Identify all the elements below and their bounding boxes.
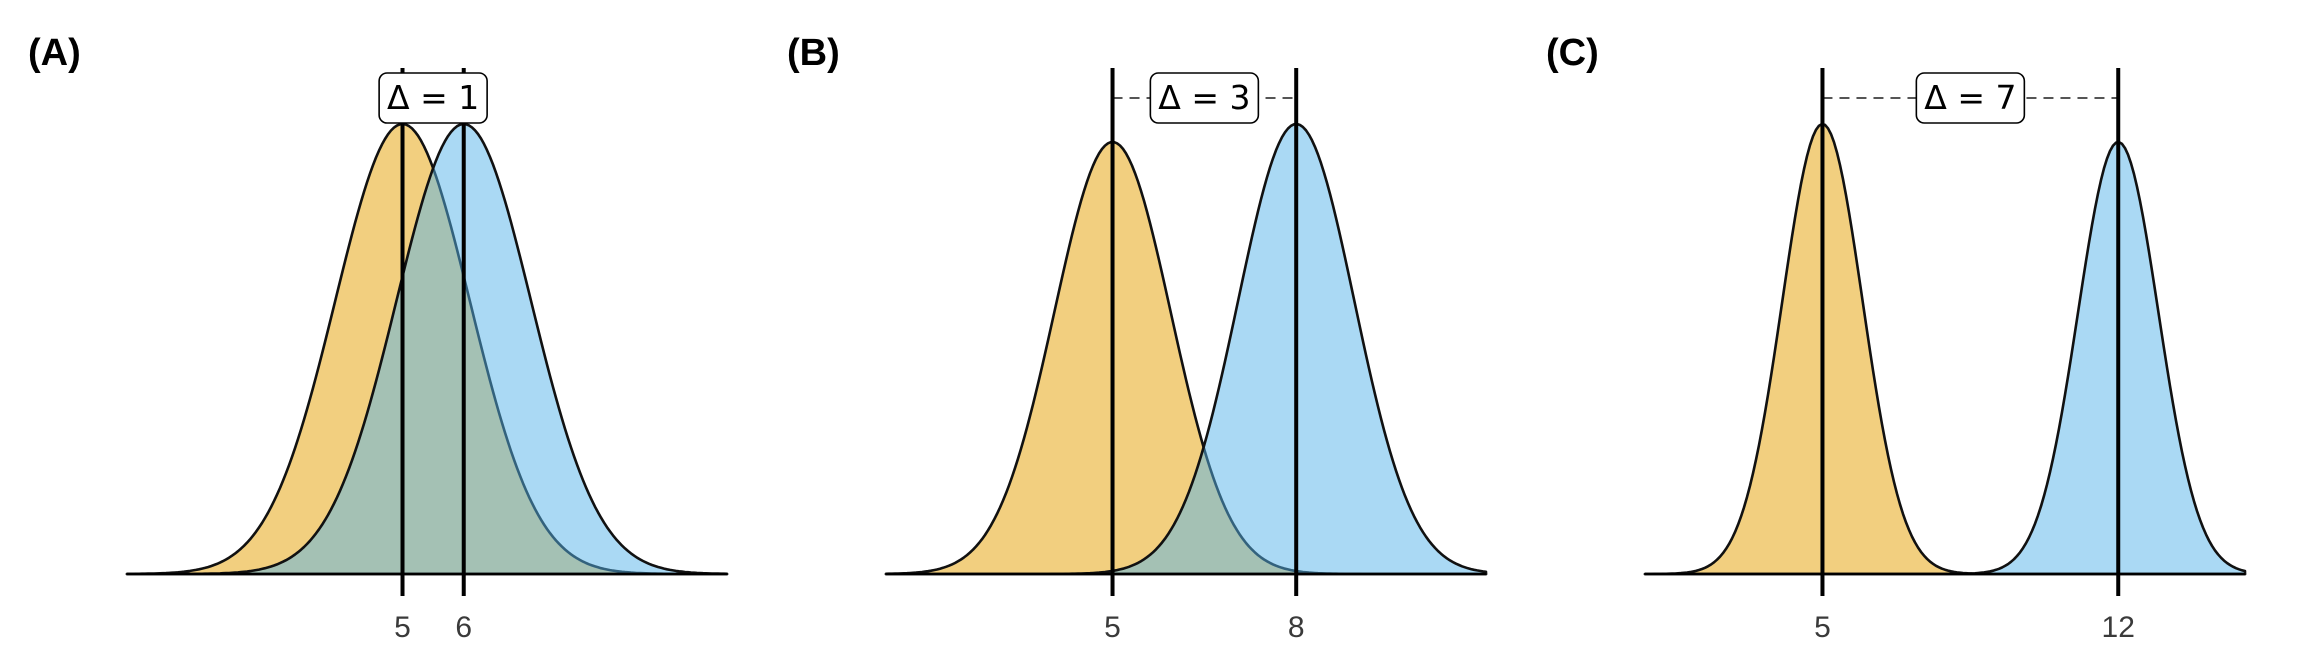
x-tick-label: 5 [394,611,411,644]
panel-label: (C) [1546,32,1599,74]
panel-b: (B) 5 8 Δ = 3 [787,32,1488,644]
panel-label: (B) [787,32,840,74]
panel-a: (A) 5 6 Δ = 1 [28,32,729,644]
delta-annotation: Δ = 1 [387,78,479,117]
delta-annotation-box [1915,72,2026,124]
delta-annotation-box [1149,72,1260,124]
x-tick-label: 5 [1104,611,1121,644]
panel-label: (A) [28,32,81,74]
x-tick-label: 6 [455,611,472,644]
panel-c: (C) 5 12 Δ = 7 [1546,32,2247,644]
x-tick-label: 5 [1814,611,1831,644]
delta-annotation: Δ = 3 [1158,78,1250,117]
delta-annotation: Δ = 7 [1924,78,2016,117]
x-tick-label: 12 [2102,611,2135,644]
x-tick-label: 8 [1288,611,1305,644]
density-series-2 [884,122,1488,576]
density-series-2 [1643,140,2247,576]
density-series-2 [125,122,729,576]
delta-annotation-box [378,72,488,124]
